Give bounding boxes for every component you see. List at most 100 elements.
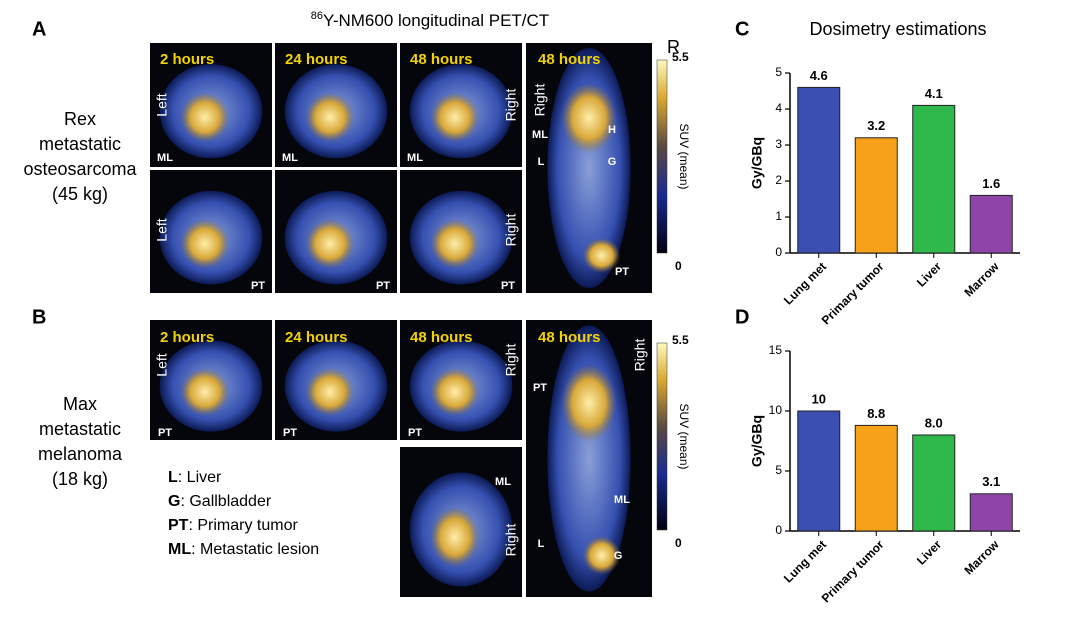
image-annotation: Right	[503, 344, 519, 377]
x-tick-label: Marrow	[962, 537, 1003, 578]
y-tick-label: 5	[775, 463, 782, 477]
time-label: 24 hours	[285, 329, 348, 346]
bar	[797, 86, 841, 254]
y-tick-label: 0	[775, 523, 782, 537]
time-label: 48 hours	[538, 51, 601, 68]
subject-label: Rex	[64, 109, 96, 129]
scan-uptake	[430, 92, 480, 143]
image-annotation: PT	[408, 427, 422, 439]
image-annotation: ML	[282, 152, 298, 164]
image-annotation: PT	[533, 382, 547, 394]
title-superscript: 86	[311, 10, 323, 22]
colorbar-min: 0	[675, 536, 682, 550]
value-label: 3.1	[982, 474, 1000, 489]
bar	[854, 424, 898, 532]
panel-label: B	[32, 306, 46, 328]
x-tick-label: Marrow	[962, 259, 1003, 300]
colorbar-max: 5.5	[672, 50, 689, 64]
y-tick-label: 3	[775, 137, 782, 151]
image-annotation: PT	[376, 280, 390, 292]
colorbar	[656, 59, 668, 254]
subject-label: metastatic	[39, 134, 121, 154]
chart-title: Dosimetry estimations	[809, 19, 986, 39]
legend-entry: G: Gallbladder	[168, 493, 272, 510]
image-annotation: ML	[614, 494, 630, 506]
image-annotation: ML	[495, 476, 511, 488]
image-annotation: G	[608, 156, 617, 168]
value-label: 4.1	[925, 86, 943, 101]
image-annotation: ML	[532, 129, 548, 141]
image-annotation: Right	[503, 89, 519, 122]
panel-label: D	[735, 306, 749, 328]
orientation-corner: R	[667, 37, 680, 57]
x-tick-label: Liver	[914, 259, 944, 289]
subject-label: (45 kg)	[52, 184, 108, 204]
scan-uptake	[180, 368, 230, 416]
image-annotation: PT	[283, 427, 297, 439]
colorbar-label: SUV (mean)	[677, 403, 691, 469]
subject-label: osteosarcoma	[23, 159, 137, 179]
value-label: 8.8	[867, 406, 885, 421]
time-label: 2 hours	[160, 329, 214, 346]
image-annotation: H	[608, 124, 616, 136]
image-annotation: Left	[154, 218, 170, 241]
scan-uptake	[430, 368, 480, 416]
legend-text: : Liver	[178, 469, 222, 486]
image-annotation: G	[614, 550, 623, 562]
bar	[912, 104, 956, 254]
legend-entry: PT: Primary tumor	[168, 517, 298, 534]
image-annotation: Left	[154, 93, 170, 116]
panel-label: C	[735, 18, 749, 40]
scan-uptake	[180, 92, 230, 143]
value-label: 1.6	[982, 176, 1000, 191]
scan-uptake	[305, 368, 355, 416]
time-label: 2 hours	[160, 51, 214, 68]
scan-uptake	[561, 83, 617, 153]
bar	[854, 137, 898, 254]
legend-key: G	[168, 493, 180, 510]
value-label: 4.6	[810, 68, 828, 83]
image-annotation: PT	[251, 280, 265, 292]
time-label: 48 hours	[410, 51, 473, 68]
x-tick-label: Lung met	[781, 259, 829, 307]
colorbar-label: SUV (mean)	[677, 123, 691, 189]
image-annotation: PT	[158, 427, 172, 439]
colorbar-max: 5.5	[672, 333, 689, 347]
legend-text: : Gallbladder	[180, 493, 271, 510]
title-text: Y-NM600 longitudinal PET/CT	[323, 11, 549, 30]
legend-text: : Metastatic lesion	[191, 541, 319, 558]
scan-uptake	[582, 536, 621, 575]
time-label: 48 hours	[410, 329, 473, 346]
bar	[912, 434, 956, 532]
y-tick-label: 2	[775, 173, 782, 187]
image-annotation: Left	[154, 353, 170, 376]
image-annotation: L	[538, 538, 545, 550]
y-axis-label: Gy/GBq	[749, 137, 765, 189]
subject-label: Max	[63, 394, 97, 414]
value-label: 3.2	[867, 118, 885, 133]
subject-label: metastatic	[39, 419, 121, 439]
scan-uptake	[561, 364, 617, 442]
legend-text: : Primary tumor	[188, 517, 298, 534]
y-tick-label: 0	[775, 245, 782, 259]
subject-label: melanoma	[38, 444, 123, 464]
colorbar	[656, 342, 668, 531]
image-annotation: L	[538, 156, 545, 168]
x-tick-label: Liver	[914, 537, 944, 567]
bar	[969, 493, 1013, 532]
y-tick-label: 15	[769, 343, 783, 357]
image-annotation: PT	[501, 280, 515, 292]
time-label: 48 hours	[538, 329, 601, 346]
value-label: 10	[812, 391, 826, 406]
value-label: 8.0	[925, 415, 943, 430]
image-annotation: ML	[157, 152, 173, 164]
figure-title: 86Y-NM600 longitudinal PET/CT	[311, 10, 549, 31]
y-tick-label: 1	[775, 209, 782, 223]
legend-key: PT	[168, 517, 189, 534]
y-tick-label: 4	[775, 101, 782, 115]
x-tick-label: Lung met	[781, 537, 829, 585]
image-annotation: ML	[407, 152, 423, 164]
scan-uptake	[305, 219, 355, 269]
bar	[969, 194, 1013, 254]
